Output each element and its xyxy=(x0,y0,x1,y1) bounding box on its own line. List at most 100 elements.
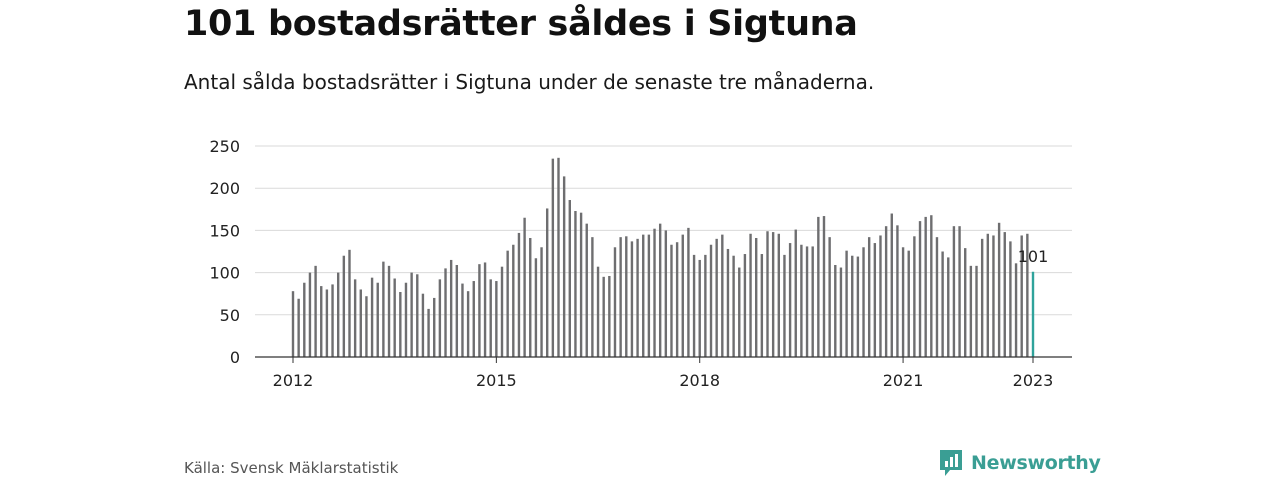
bar xyxy=(399,292,402,357)
bar xyxy=(410,272,413,357)
y-tick-label: 50 xyxy=(220,306,240,325)
bar xyxy=(449,259,453,357)
bar xyxy=(828,237,831,357)
bar xyxy=(1014,263,1018,357)
y-tick-label: 100 xyxy=(209,264,240,283)
bar xyxy=(472,281,475,357)
bar xyxy=(822,216,826,357)
x-axis-ticks: 2012 2015 2018 2021 2023 xyxy=(273,357,1054,390)
bar xyxy=(608,275,611,357)
bar xyxy=(625,236,628,357)
bar xyxy=(879,235,882,357)
bar xyxy=(506,250,509,357)
bar xyxy=(523,217,526,357)
data-labels: 101 xyxy=(1018,247,1049,266)
x-tick-label: 2015 xyxy=(476,371,517,390)
bar xyxy=(969,265,973,357)
bar xyxy=(376,282,379,357)
bar xyxy=(596,266,600,357)
brand-logo: Newsworthy xyxy=(938,448,1101,478)
x-tick-label: 2023 xyxy=(1013,371,1054,390)
bar xyxy=(320,286,323,357)
bar xyxy=(704,254,707,357)
bar xyxy=(698,259,701,357)
bar xyxy=(935,237,939,357)
bar xyxy=(613,247,617,357)
bar xyxy=(721,234,724,357)
bar xyxy=(551,158,555,357)
chart-subtitle: Antal sålda bostadsrätter i Sigtuna unde… xyxy=(184,70,875,94)
bar xyxy=(382,261,385,357)
x-tick-label: 2018 xyxy=(679,371,720,390)
x-tick-label: 2021 xyxy=(883,371,924,390)
source-note: Källa: Svensk Mäklarstatistik xyxy=(184,459,399,477)
bar xyxy=(495,281,498,357)
bar xyxy=(952,226,956,357)
bar xyxy=(336,272,340,357)
bar xyxy=(964,248,967,357)
bar xyxy=(755,237,758,357)
highlight-value-label: 101 xyxy=(1018,247,1049,266)
bar xyxy=(783,254,786,357)
bar xyxy=(557,157,560,357)
bar xyxy=(896,225,899,357)
bar xyxy=(941,251,944,357)
x-tick-label: 2012 xyxy=(273,371,314,390)
bar xyxy=(416,274,419,357)
bar xyxy=(331,284,334,357)
bar xyxy=(834,265,837,357)
newsworthy-logo-icon xyxy=(940,450,962,476)
bar xyxy=(353,279,357,357)
bar xyxy=(687,227,690,357)
bar xyxy=(930,215,933,357)
bar xyxy=(788,243,792,357)
y-tick-label: 150 xyxy=(209,221,240,240)
bar xyxy=(743,254,747,357)
bar xyxy=(817,216,820,357)
bar xyxy=(681,234,684,357)
bar xyxy=(862,247,865,357)
bar xyxy=(393,278,396,357)
bar xyxy=(715,238,718,357)
bar xyxy=(851,255,854,357)
bar xyxy=(545,208,549,357)
bar xyxy=(404,282,408,357)
bar xyxy=(342,255,346,357)
bar xyxy=(489,279,492,357)
bar xyxy=(760,254,764,357)
bar xyxy=(845,250,848,357)
bar xyxy=(568,200,571,357)
bar xyxy=(438,279,442,357)
bar xyxy=(766,231,769,357)
bar xyxy=(924,216,927,357)
bar xyxy=(427,308,430,357)
bar xyxy=(1009,241,1012,357)
bar xyxy=(291,291,295,357)
bar xyxy=(500,266,504,357)
bar xyxy=(738,267,741,357)
bar xyxy=(794,229,797,357)
bar xyxy=(308,272,312,357)
bar xyxy=(602,276,605,357)
bar xyxy=(534,258,538,357)
bar xyxy=(370,277,374,357)
bars xyxy=(291,157,1035,357)
bar xyxy=(918,221,922,357)
bar xyxy=(466,291,470,357)
bar xyxy=(867,237,871,357)
chart-title: 101 bostadsrätter såldes i Sigtuna xyxy=(184,4,858,44)
bar xyxy=(839,267,843,357)
bar xyxy=(325,289,329,357)
bar xyxy=(574,210,577,357)
bar-highlight xyxy=(1031,271,1035,357)
bar xyxy=(749,233,752,357)
bar xyxy=(726,248,730,357)
bar xyxy=(901,247,905,357)
bar xyxy=(303,282,306,357)
bar xyxy=(873,243,877,357)
y-tick-label: 0 xyxy=(230,348,240,367)
y-tick-label: 200 xyxy=(209,179,240,198)
bar xyxy=(709,244,713,357)
bar xyxy=(619,237,622,357)
bar xyxy=(562,176,566,357)
